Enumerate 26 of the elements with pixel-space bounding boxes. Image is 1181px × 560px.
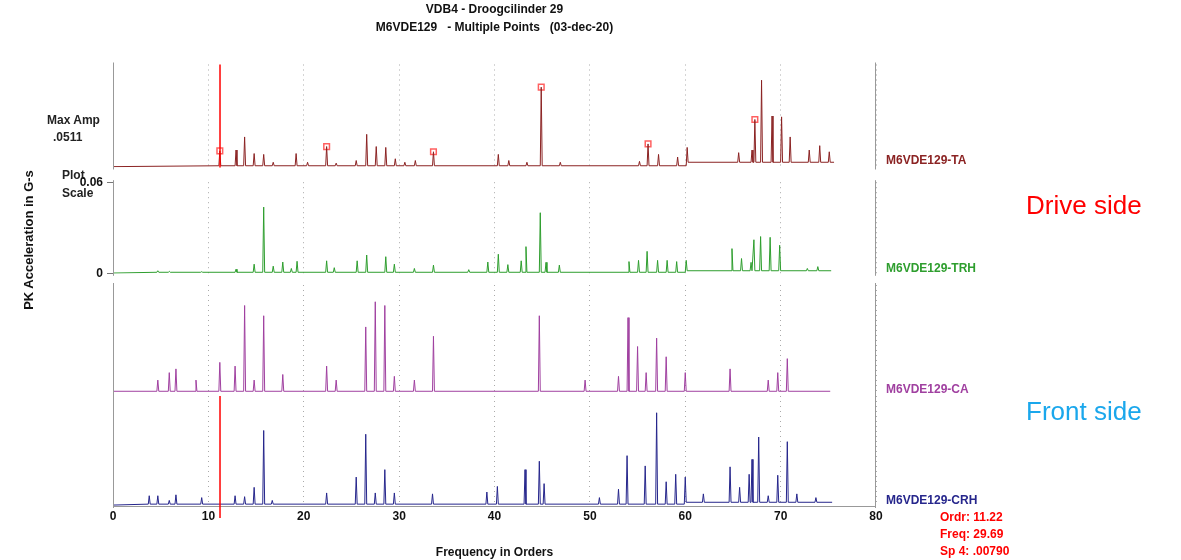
point bbox=[537, 83, 545, 91]
text: Max Amp bbox=[47, 113, 100, 127]
x-tick-label: 40 bbox=[487, 508, 502, 523]
text: Ordr: 11.22 bbox=[940, 510, 1003, 524]
x-tick-label: 80 bbox=[869, 508, 883, 523]
y-axis-title: PK Acceleration in G-s bbox=[20, 170, 36, 310]
text: M6VDE129-TA bbox=[886, 152, 967, 167]
x-tick-label: 30 bbox=[392, 508, 407, 523]
text: M6VDE129-TRH bbox=[886, 261, 977, 276]
text: Freq: 29.69 bbox=[940, 527, 1004, 541]
text: M6VDE129-CA bbox=[886, 381, 970, 396]
x-tick-label: 50 bbox=[583, 508, 597, 523]
x-tick-label: 0 bbox=[109, 508, 117, 523]
x-axis-title: Frequency in Orders bbox=[435, 545, 554, 560]
chart-subtitle: M6VDE129 - Multiple Points (03-dec-20) bbox=[374, 20, 615, 34]
x-tick-label: 60 bbox=[678, 508, 693, 523]
text: Front side bbox=[1026, 396, 1142, 427]
x-tick-label: 10 bbox=[201, 508, 216, 523]
x-tick-label: 70 bbox=[773, 508, 788, 523]
text: Scale bbox=[62, 186, 94, 200]
chart-title: VDB4 - Droogcilinder 29 bbox=[424, 2, 565, 16]
text: Sp 4: .00790 bbox=[940, 544, 1010, 558]
text: .0511 bbox=[53, 130, 83, 144]
text: M6VDE129-CRH bbox=[886, 492, 978, 507]
x-tick-label: 20 bbox=[297, 508, 311, 523]
text: Drive side bbox=[1026, 190, 1142, 221]
